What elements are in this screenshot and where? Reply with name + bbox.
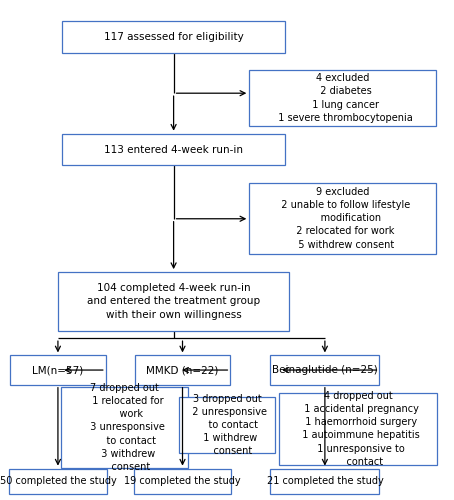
Text: 7 dropped out
  1 relocated for
    work
  3 unresponsive
    to contact
  3 wit: 7 dropped out 1 relocated for work 3 unr… xyxy=(84,383,165,472)
Text: 3 dropped out
  2 unresponsive
    to contact
  1 withdrew
    consent: 3 dropped out 2 unresponsive to contact … xyxy=(187,394,267,456)
Text: 19 completed the study: 19 completed the study xyxy=(124,476,241,486)
FancyBboxPatch shape xyxy=(271,468,380,494)
FancyBboxPatch shape xyxy=(10,356,106,385)
Text: 113 entered 4-week run-in: 113 entered 4-week run-in xyxy=(104,144,243,154)
Text: 4 dropped out
  1 accidental pregnancy
  1 haemorrhoid surgery
  1 autoimmune he: 4 dropped out 1 accidental pregnancy 1 h… xyxy=(296,391,420,467)
Text: LM(n=57): LM(n=57) xyxy=(32,365,84,375)
FancyBboxPatch shape xyxy=(9,468,107,494)
FancyBboxPatch shape xyxy=(279,392,437,465)
FancyBboxPatch shape xyxy=(133,468,232,494)
FancyBboxPatch shape xyxy=(249,70,436,126)
Text: 9 excluded
  2 unable to follow lifestyle
     modification
  2 relocated for wo: 9 excluded 2 unable to follow lifestyle … xyxy=(275,187,410,250)
Text: 104 completed 4-week run-in
and entered the treatment group
with their own willi: 104 completed 4-week run-in and entered … xyxy=(87,283,260,320)
FancyBboxPatch shape xyxy=(61,387,188,468)
FancyBboxPatch shape xyxy=(135,356,230,385)
FancyBboxPatch shape xyxy=(249,182,436,254)
Text: 50 completed the study: 50 completed the study xyxy=(0,476,116,486)
Text: Beinaglutide (n=25): Beinaglutide (n=25) xyxy=(272,365,378,375)
FancyBboxPatch shape xyxy=(62,134,285,166)
FancyBboxPatch shape xyxy=(58,272,289,331)
FancyBboxPatch shape xyxy=(271,356,380,385)
Text: 21 completed the study: 21 completed the study xyxy=(266,476,383,486)
FancyBboxPatch shape xyxy=(179,397,275,453)
Text: MMKD (n=22): MMKD (n=22) xyxy=(146,365,219,375)
Text: 117 assessed for eligibility: 117 assessed for eligibility xyxy=(104,32,243,42)
FancyBboxPatch shape xyxy=(62,21,285,53)
Text: 4 excluded
  2 diabetes
  1 lung cancer
  1 severe thrombocytopenia: 4 excluded 2 diabetes 1 lung cancer 1 se… xyxy=(272,74,413,123)
